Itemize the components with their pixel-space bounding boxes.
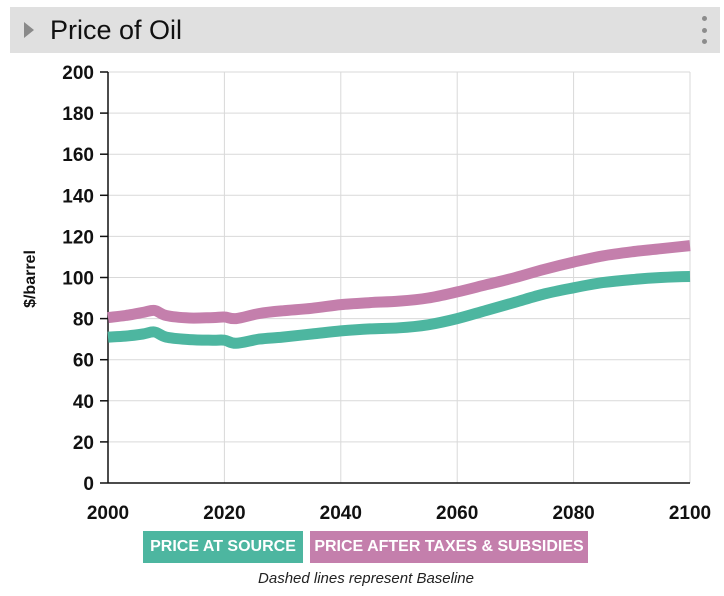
- y-tick-label: 80: [73, 310, 94, 331]
- y-tick-label: 140: [62, 186, 94, 207]
- more-options-icon[interactable]: [700, 16, 708, 44]
- y-tick-labels: 0 20 40 60 80 100 120 140 160 180 200: [62, 63, 94, 495]
- x-tick-label: 2060: [436, 503, 478, 524]
- legend-item-price-after-taxes[interactable]: PRICE AFTER TAXES & SUBSIDIES: [310, 531, 588, 563]
- series-lines: [107, 240, 691, 349]
- y-tick-label: 40: [73, 392, 94, 413]
- series-line-price-at-source[interactable]: [107, 271, 691, 349]
- chart-header: Price of Oil: [10, 7, 720, 53]
- y-tick-label: 100: [62, 269, 94, 290]
- chart-axes: [100, 71, 690, 484]
- x-tick-label: 2080: [552, 503, 594, 524]
- y-tick-label: 120: [62, 227, 94, 248]
- legend-item-price-at-source[interactable]: PRICE AT SOURCE: [143, 531, 303, 563]
- baseline-footnote: Dashed lines represent Baseline: [258, 570, 474, 587]
- chart-title: Price of Oil: [50, 15, 183, 45]
- legend: PRICE AT SOURCE PRICE AFTER TAXES & SUBS…: [0, 531, 724, 563]
- expand-arrow-icon[interactable]: [24, 22, 34, 38]
- x-tick-labels: 2000 2020 2040 2060 2080 2100: [87, 503, 711, 524]
- x-tick-label: 2100: [669, 503, 711, 524]
- y-tick-label: 180: [62, 104, 94, 125]
- y-axis-label: $/barrel: [22, 250, 39, 308]
- x-tick-label: 2040: [320, 503, 362, 524]
- y-tick-label: 200: [62, 63, 94, 84]
- y-tick-label: 60: [73, 351, 94, 372]
- y-tick-label: 0: [83, 474, 94, 495]
- series-line-price-after-taxes[interactable]: [107, 240, 691, 325]
- y-tick-label: 160: [62, 145, 94, 166]
- x-tick-label: 2020: [203, 503, 245, 524]
- x-tick-label: 2000: [87, 503, 129, 524]
- y-tick-label: 20: [73, 433, 94, 454]
